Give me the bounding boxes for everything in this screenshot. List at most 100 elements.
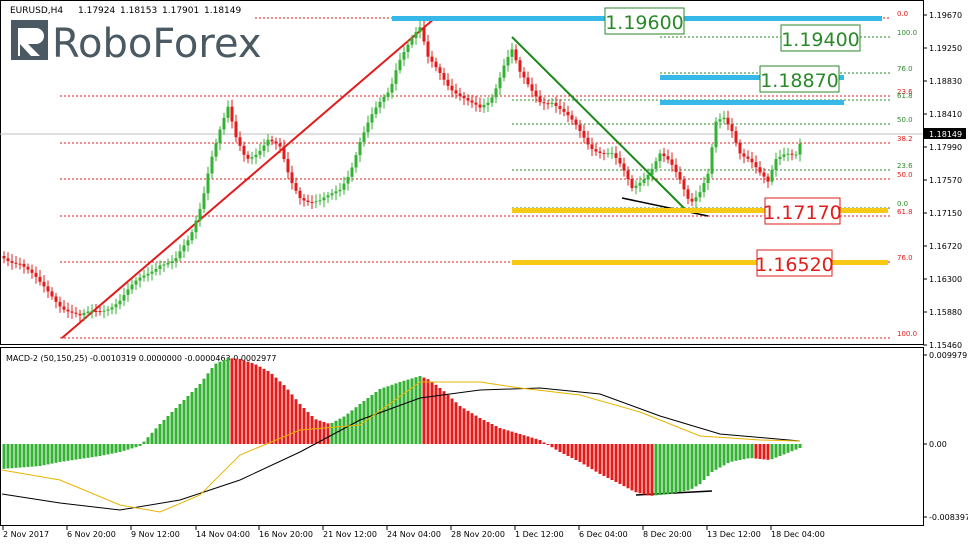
macd-bar bbox=[614, 444, 618, 482]
candle-body bbox=[546, 103, 550, 105]
target-zone-3 bbox=[660, 75, 844, 80]
macd-bar bbox=[646, 444, 650, 496]
macd-bar bbox=[526, 436, 530, 444]
candle-body bbox=[354, 155, 358, 168]
macd-panel-frame bbox=[0, 347, 924, 526]
macd-bar bbox=[42, 444, 46, 466]
macd-bar bbox=[410, 378, 414, 444]
fibo-label-red: 61.8 bbox=[897, 208, 913, 216]
candle-body bbox=[714, 121, 718, 148]
macd-bar bbox=[682, 444, 686, 492]
candle-body bbox=[746, 156, 750, 159]
candle-body bbox=[518, 60, 522, 72]
macd-bar bbox=[14, 444, 18, 468]
candle-body bbox=[654, 161, 658, 169]
macd-bar bbox=[370, 395, 374, 444]
candle-body bbox=[290, 172, 294, 184]
candle-body bbox=[302, 198, 306, 201]
macd-bar bbox=[314, 419, 318, 444]
macd-bar bbox=[18, 444, 22, 468]
macd-bar bbox=[786, 444, 790, 453]
macd-bar bbox=[582, 444, 586, 465]
candle-body bbox=[538, 96, 542, 103]
macd-bar bbox=[638, 444, 642, 494]
candle-body bbox=[242, 145, 246, 155]
macd-bar bbox=[198, 384, 202, 444]
macd-bar bbox=[494, 426, 498, 444]
macd-bar bbox=[766, 444, 770, 460]
macd-bar bbox=[378, 389, 382, 444]
time-tick-label: 14 Nov 04:00 bbox=[196, 530, 250, 539]
macd-bar bbox=[598, 444, 602, 474]
candle-body bbox=[566, 111, 570, 116]
time-tick-label: 18 Dec 04:00 bbox=[771, 530, 825, 539]
macd-bar bbox=[678, 444, 682, 492]
time-tick-label: 2 Nov 2017 bbox=[3, 530, 49, 539]
uptrend-line bbox=[61, 17, 436, 339]
candle-body bbox=[238, 137, 242, 146]
candle-body bbox=[334, 191, 338, 194]
candle-body bbox=[502, 65, 506, 78]
fibo-label-green: 23.6 bbox=[897, 162, 913, 170]
macd-bar bbox=[178, 404, 182, 444]
candle-body bbox=[622, 163, 626, 171]
price-panel-frame bbox=[0, 0, 924, 345]
candle-body bbox=[46, 286, 50, 292]
macd-bar bbox=[2, 444, 6, 469]
candle-body bbox=[154, 268, 158, 272]
candle-body bbox=[146, 273, 150, 276]
candle-body bbox=[790, 153, 794, 155]
candle-body bbox=[282, 146, 286, 160]
macd-bar bbox=[730, 444, 734, 462]
candle-body bbox=[142, 275, 146, 278]
macd-bar bbox=[6, 444, 10, 469]
macd-bar bbox=[602, 444, 606, 476]
macd-bar bbox=[74, 444, 78, 460]
macd-bar bbox=[338, 418, 342, 444]
macd-bar bbox=[66, 444, 70, 461]
macd-bar bbox=[698, 444, 702, 484]
ohlc-high: 1.18153 bbox=[120, 6, 157, 16]
candle-body bbox=[346, 176, 350, 184]
macd-bar bbox=[282, 385, 286, 444]
target-label-4: 1.17170 bbox=[763, 202, 842, 224]
macd-bar bbox=[238, 359, 242, 444]
macd-bar bbox=[398, 382, 402, 444]
macd-bar bbox=[446, 394, 450, 444]
candle-body bbox=[226, 106, 230, 118]
candle-body bbox=[670, 159, 674, 165]
macd-bar bbox=[90, 444, 94, 458]
fibo-label-red: 50.0 bbox=[897, 171, 913, 179]
candle-body bbox=[554, 102, 558, 107]
macd-bar bbox=[78, 444, 82, 459]
macd-bar bbox=[622, 444, 626, 487]
macd-bar bbox=[186, 396, 190, 444]
macd-bar bbox=[434, 384, 438, 444]
candle-body bbox=[362, 132, 366, 143]
fibo-label-red: 76.0 bbox=[897, 254, 913, 262]
candle-body bbox=[206, 173, 210, 194]
candle-body bbox=[218, 129, 222, 144]
candle-body bbox=[486, 102, 490, 105]
fibo-label-green: 76.0 bbox=[897, 65, 913, 73]
macd-bar bbox=[26, 444, 30, 467]
candle-body bbox=[322, 197, 326, 201]
candle-body bbox=[390, 83, 394, 93]
price-tick-label: 1.15880 bbox=[929, 308, 962, 317]
candle-body bbox=[686, 189, 690, 199]
candle-body bbox=[14, 262, 18, 264]
candle-body bbox=[386, 92, 390, 97]
macd-bar bbox=[654, 444, 658, 496]
macd-bar bbox=[706, 444, 710, 476]
candle-body bbox=[326, 195, 330, 198]
candle-body bbox=[434, 61, 438, 68]
macd-bar bbox=[506, 430, 510, 444]
macd-bar bbox=[290, 394, 294, 444]
candle-body bbox=[586, 137, 590, 145]
roboforex-logo: RoboForex bbox=[11, 20, 262, 67]
macd-bar bbox=[246, 361, 250, 444]
macd-tick-label: 0.009979 bbox=[929, 351, 967, 360]
candle-body bbox=[250, 157, 254, 159]
macd-bar bbox=[458, 406, 462, 444]
